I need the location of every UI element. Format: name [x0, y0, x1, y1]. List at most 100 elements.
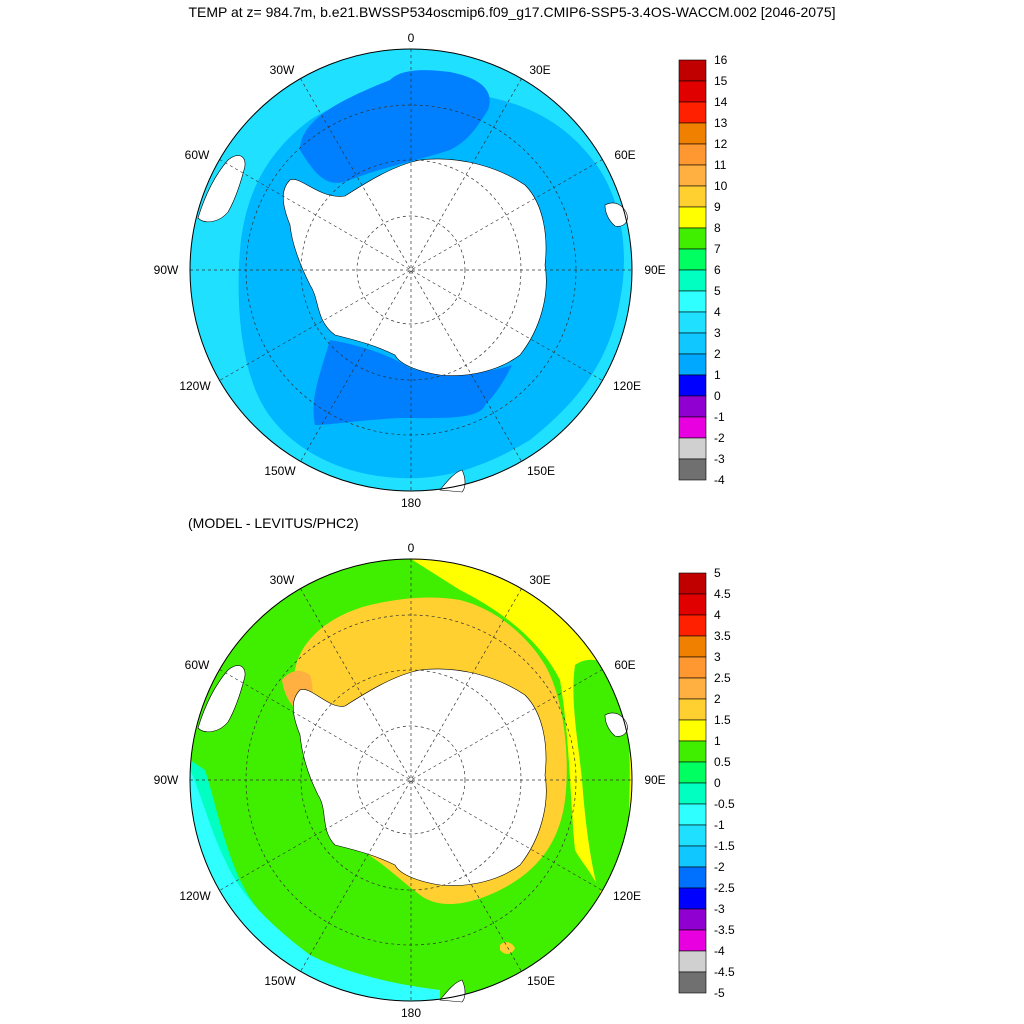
- top-colorbar-tick-label: 13: [714, 116, 728, 130]
- bottom-lon-label-120e: 120E: [613, 889, 641, 903]
- bottom-colorbar-swatch: [678, 761, 707, 784]
- bottom-lon-label-30w: 30W: [270, 573, 295, 587]
- bottom-colorbar-swatch: [678, 929, 707, 952]
- top-colorbar-swatch: [678, 59, 707, 82]
- top-cold-pool-ross: [313, 340, 512, 425]
- top-map-border: [189, 48, 633, 492]
- top-colorbar-swatch: [678, 458, 707, 481]
- bottom-colorbar-tick-label: -5: [714, 986, 725, 1000]
- top-colorbar-swatch: [678, 416, 707, 439]
- top-colorbar-tick-label: 9: [714, 200, 721, 214]
- top-colorbar-swatch: [678, 332, 707, 355]
- top-colorbar-swatch: [678, 164, 707, 187]
- bottom-africa-tip-land: [604, 712, 628, 737]
- bottom-colorbar-swatch: [678, 950, 707, 973]
- top-colorbar-swatch: [678, 185, 707, 208]
- top-colorbar-tick-label: -2: [714, 431, 725, 445]
- bottom-colorbar-tick-label: -2.5: [714, 881, 735, 895]
- top-new-zealand-land: [439, 469, 466, 493]
- difference-subtitle: (MODEL - LEVITUS/PHC2): [188, 515, 359, 531]
- bottom-map-border: [189, 558, 633, 1002]
- bottom-colorbar-tick-label: 0: [714, 776, 721, 790]
- top-lon-label-120w: 120W: [179, 379, 211, 393]
- top-colorbar-swatch: [678, 290, 707, 313]
- top-colorbar-swatch: [678, 353, 707, 376]
- bottom-lon-label-150w: 150W: [264, 974, 296, 988]
- top-lon-label-60w: 60W: [185, 148, 210, 162]
- bottom-colorbar-swatch: [678, 614, 707, 637]
- bottom-colorbar-swatch: [678, 572, 707, 595]
- top-antarctica-landmask: [282, 158, 547, 376]
- top-lon-label-90e: 90E: [644, 263, 665, 277]
- top-south-america-land: [197, 155, 246, 223]
- bottom-colorbar-swatch: [678, 593, 707, 616]
- top-lon-label-180: 180: [401, 496, 421, 510]
- bottom-colorbar: 5 4.5 4 3.5 3 2.5 2 1.5 1 0.5 0 -0.5 -1 -1.5 -2 -2.5 -3 -…: [678, 566, 735, 1000]
- top-colorbar-tick-label: 8: [714, 221, 721, 235]
- bottom-antarctica-landmask: [292, 668, 547, 886]
- bottom-colorbar-tick-label: 5: [714, 566, 721, 580]
- top-colorbar-tick-label: 2: [714, 347, 721, 361]
- top-colorbar-tick-label: -3: [714, 452, 725, 466]
- bottom-lon-label-120w: 120W: [179, 889, 211, 903]
- top-colorbar-tick-label: 4: [714, 305, 721, 319]
- top-cold-pool-weddell: [300, 70, 490, 183]
- bottom-colorbar-tick-label: 4.5: [714, 587, 731, 601]
- top-colorbar-swatch: [678, 122, 707, 145]
- bottom-colorbar-tick-label: 2.5: [714, 671, 731, 685]
- top-colorbar-tick-label: 15: [714, 74, 728, 88]
- top-colorbar-swatch: [678, 269, 707, 292]
- bottom-colorbar-swatch: [678, 740, 707, 763]
- bottom-lon-label-150e: 150E: [527, 974, 555, 988]
- top-colorbar-swatch: [678, 227, 707, 250]
- bottom-colorbar-tick-label: -4: [714, 944, 725, 958]
- top-colorbar-tick-label: 12: [714, 137, 728, 151]
- bottom-graticule: [190, 559, 632, 1001]
- top-lon-label-150e: 150E: [527, 464, 555, 478]
- bottom-colorbar-swatch: [678, 719, 707, 742]
- top-colorbar-swatch: [678, 101, 707, 124]
- figure-title: TEMP at z= 984.7m, b.e21.BWSSP534oscmip6…: [188, 4, 836, 20]
- top-colorbar-tick-label: 6: [714, 263, 721, 277]
- bottom-colorbar-swatch: [678, 845, 707, 868]
- bottom-colorbar-swatch: [678, 887, 707, 910]
- bottom-colorbar-tick-label: -3: [714, 902, 725, 916]
- bottom-colorbar-tick-label: 2: [714, 692, 721, 706]
- top-colorbar-tick-label: 0: [714, 389, 721, 403]
- bottom-lon-label-60e: 60E: [614, 658, 635, 672]
- bottom-colorbar-tick-label: -3.5: [714, 923, 735, 937]
- top-colorbar-swatch: [678, 80, 707, 103]
- bottom-colorbar-tick-label: 1: [714, 734, 721, 748]
- top-colorbar-tick-label: 16: [714, 53, 728, 67]
- top-africa-tip-land: [604, 202, 628, 227]
- bottom-new-zealand-land: [439, 979, 466, 1003]
- bottom-colorbar-swatch: [678, 635, 707, 658]
- bottom-colorbar-swatch: [678, 971, 707, 994]
- top-colorbar-tick-label: 11: [714, 158, 727, 172]
- bottom-lon-label-90w: 90W: [154, 773, 179, 787]
- top-colorbar-swatch: [678, 311, 707, 334]
- top-colorbar-tick-label: 5: [714, 284, 721, 298]
- top-graticule: [190, 49, 632, 491]
- bottom-lon-label-30e: 30E: [529, 573, 550, 587]
- bottom-colorbar-tick-label: 4: [714, 608, 721, 622]
- bottom-colorbar-swatch: [678, 803, 707, 826]
- top-colorbar-tick-label: -4: [714, 473, 725, 487]
- top-lon-label-30w: 30W: [270, 63, 295, 77]
- bottom-colorbar-tick-label: -4.5: [714, 965, 735, 979]
- bottom-colorbar-tick-label: -1: [714, 818, 725, 832]
- bottom-colorbar-swatch: [678, 824, 707, 847]
- bottom-gold-patch-south: [500, 942, 515, 954]
- bottom-map: 0 30E 60E 90E 120E 150E 180 150W 120W 90…: [154, 541, 666, 1020]
- top-lon-label-60e: 60E: [614, 148, 635, 162]
- top-colorbar-swatch: [678, 248, 707, 271]
- top-colorbar-swatch: [678, 143, 707, 166]
- top-colorbar-tick-label: 1: [714, 368, 721, 382]
- top-colorbar-tick-label: 14: [714, 95, 728, 109]
- top-colorbar-tick-label: 10: [714, 179, 728, 193]
- bottom-colorbar-tick-label: 3.5: [714, 629, 731, 643]
- bottom-colorbar-swatch: [678, 698, 707, 721]
- top-lon-label-150w: 150W: [264, 464, 296, 478]
- top-colorbar-tick-label: 7: [714, 242, 721, 256]
